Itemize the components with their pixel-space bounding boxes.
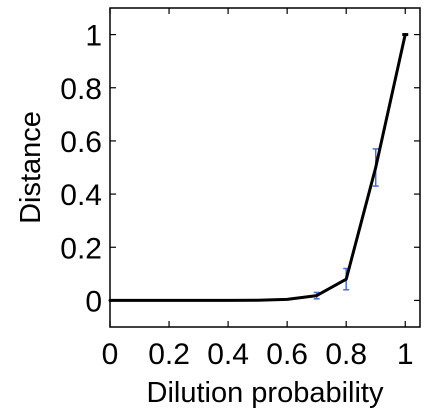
x-axis-ticks (109, 8, 406, 327)
y-tick-label: 0.4 (60, 179, 102, 212)
y-tick-label: 1 (85, 20, 102, 53)
x-axis-tick-labels: 0 0.2 0.4 0.6 0.8 1 (102, 338, 414, 371)
x-tick-label: 0.8 (325, 338, 367, 371)
x-tick-label: 0.4 (207, 338, 249, 371)
y-axis-tick-labels: 0 0.2 0.4 0.6 0.8 1 (60, 20, 102, 319)
x-tick-label: 0 (102, 338, 119, 371)
y-tick-label: 0 (85, 285, 102, 318)
x-tick-label: 0.6 (266, 338, 308, 371)
y-tick-label: 0.8 (60, 73, 102, 106)
series-line (108, 33, 407, 302)
error-bars (313, 33, 409, 300)
x-axis-label: Dilution probability (147, 377, 384, 409)
plot-frame (109, 7, 421, 328)
y-axis-label: Distance (15, 111, 47, 224)
y-tick-label: 0.6 (60, 126, 102, 159)
x-tick-label: 0.2 (148, 338, 190, 371)
y-axis-ticks (110, 33, 420, 302)
x-tick-label: 1 (397, 338, 414, 371)
y-tick-label: 0.2 (60, 232, 102, 265)
